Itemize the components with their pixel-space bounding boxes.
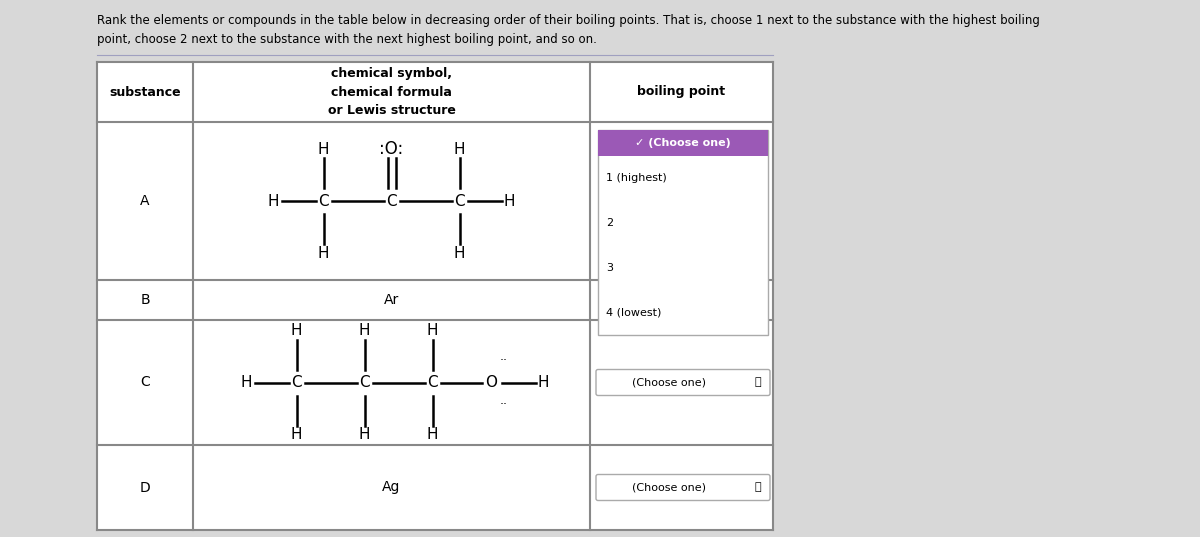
Text: 2: 2 <box>606 218 613 228</box>
Text: ✓ (Choose one): ✓ (Choose one) <box>635 138 731 148</box>
Text: H: H <box>504 193 515 208</box>
Text: C: C <box>386 193 397 208</box>
Text: H: H <box>268 193 280 208</box>
Text: C: C <box>454 193 464 208</box>
Text: C: C <box>359 375 370 390</box>
Text: ⌵: ⌵ <box>755 483 761 492</box>
Text: Ag: Ag <box>383 481 401 495</box>
Text: Rank the elements or compounds in the table below in decreasing order of their b: Rank the elements or compounds in the ta… <box>97 14 1040 27</box>
Text: (Choose one): (Choose one) <box>632 378 707 388</box>
Text: H: H <box>290 323 302 338</box>
Text: Ar: Ar <box>384 293 400 307</box>
Text: substance: substance <box>109 85 181 98</box>
Text: H: H <box>538 375 550 390</box>
Text: C: C <box>292 375 302 390</box>
Text: ··: ·· <box>499 354 508 367</box>
Text: point, choose 2 next to the substance with the next highest boiling point, and s: point, choose 2 next to the substance wi… <box>97 33 596 46</box>
Text: C: C <box>140 375 150 389</box>
Text: C: C <box>318 193 329 208</box>
FancyBboxPatch shape <box>596 369 770 395</box>
Bar <box>598 130 768 335</box>
Text: D: D <box>139 481 150 495</box>
Text: H: H <box>359 323 371 338</box>
Text: 1 (highest): 1 (highest) <box>606 173 667 183</box>
FancyBboxPatch shape <box>596 475 770 500</box>
Text: (Choose one): (Choose one) <box>632 483 707 492</box>
Text: 4 (lowest): 4 (lowest) <box>606 308 661 317</box>
Text: chemical symbol,
chemical formula
or Lewis structure: chemical symbol, chemical formula or Lew… <box>328 67 456 118</box>
Text: 3: 3 <box>606 263 613 273</box>
Text: B: B <box>140 293 150 307</box>
Text: O: O <box>486 375 498 390</box>
Bar <box>97 62 773 530</box>
Text: ··: ·· <box>499 398 508 411</box>
Text: H: H <box>318 245 329 260</box>
Text: H: H <box>427 323 438 338</box>
Text: H: H <box>318 142 329 156</box>
Text: H: H <box>427 427 438 442</box>
Text: ⌵: ⌵ <box>755 378 761 388</box>
Text: :O:: :O: <box>379 140 403 158</box>
Text: C: C <box>427 375 438 390</box>
Text: A: A <box>140 194 150 208</box>
Bar <box>598 130 768 156</box>
Text: H: H <box>454 142 466 156</box>
Text: H: H <box>359 427 371 442</box>
Text: H: H <box>241 375 252 390</box>
Text: H: H <box>454 245 466 260</box>
Text: boiling point: boiling point <box>637 85 726 98</box>
Text: H: H <box>290 427 302 442</box>
